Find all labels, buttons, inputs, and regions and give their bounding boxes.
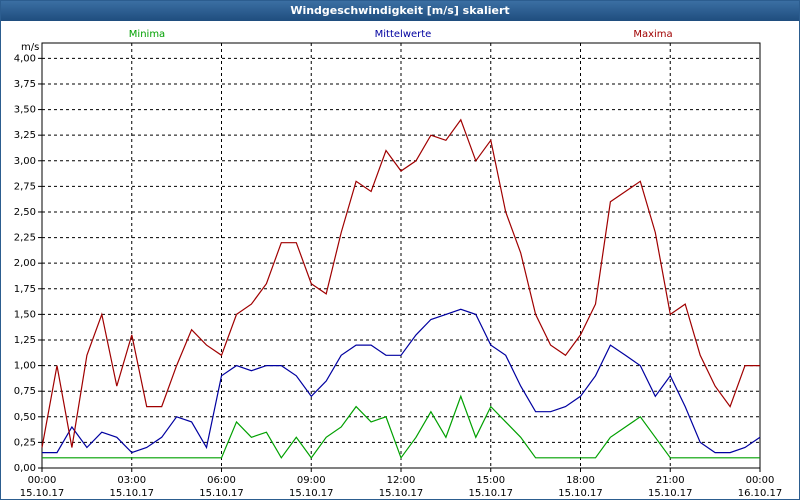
x-axis-ticks: 00:00 15.10.17 03:00 15.10.17 06:00 15.10.17 0… — [20, 468, 783, 499]
legend: Minima Mittelwerte Maxima — [129, 29, 673, 40]
x-tick-date-label: 15.10.17 — [289, 488, 334, 499]
y-axis-label: m/s — [21, 42, 39, 53]
y-tick-label: 3,25 — [14, 130, 36, 141]
y-tick-label: 3,50 — [14, 105, 36, 116]
y-tick-label: 3,00 — [14, 156, 36, 167]
x-tick-date-label: 15.10.17 — [379, 488, 424, 499]
x-tick-time-label: 18:00 — [566, 475, 595, 486]
wind-speed-chart: 0,00 0,25 0,50 0,75 1,00 1,25 1,50 1,75 2,00 2,25… — [14, 29, 783, 499]
y-tick-label: 2,75 — [14, 181, 36, 192]
x-tick-date-label: 15.10.17 — [109, 488, 154, 499]
x-tick-date-label: 15.10.17 — [648, 488, 693, 499]
series-line-mittelwerte — [42, 308, 761, 454]
x-tick-time-label: 12:00 — [387, 475, 416, 486]
chart-title: Windgeschwindigkeit [m/s] skaliert — [290, 4, 510, 17]
x-tick-time-label: 06:00 — [207, 475, 236, 486]
x-tick-time-label: 00:00 — [28, 475, 57, 486]
x-tick-time-label: 09:00 — [297, 475, 326, 486]
x-tick-time-label: 21:00 — [656, 475, 685, 486]
series-line-minima — [42, 394, 760, 460]
x-tick-date-label: 15.10.17 — [20, 488, 65, 499]
x-tick-time-label: 00:00 — [746, 475, 775, 486]
x-tick-time-label: 15:00 — [476, 475, 505, 486]
x-tick-date-label: 15.10.17 — [468, 488, 513, 499]
y-tick-label: 1,00 — [14, 361, 36, 372]
y-tick-label: 1,75 — [14, 284, 36, 295]
legend-entry-minima: Minima — [129, 29, 165, 40]
y-tick-label: 0,75 — [14, 386, 36, 397]
y-tick-label: 2,25 — [14, 233, 36, 244]
series-line-maxima — [41, 118, 760, 448]
y-tick-label: 0,00 — [14, 463, 36, 474]
y-tick-label: 3,75 — [14, 79, 36, 90]
x-tick-time-label: 03:00 — [117, 475, 146, 486]
x-tick-date-label: 16.10.17 — [738, 488, 783, 499]
x-tick-date-label: 15.10.17 — [199, 488, 244, 499]
y-tick-label: 0,50 — [14, 412, 36, 423]
y-tick-label: 2,50 — [14, 207, 36, 218]
series-lines — [41, 118, 761, 460]
y-tick-label: 0,25 — [14, 437, 36, 448]
title-bar: Windgeschwindigkeit [m/s] skaliert — [1, 1, 799, 21]
y-tick-label: 1,25 — [14, 335, 36, 346]
legend-entry-maxima: Maxima — [633, 29, 672, 40]
legend-entry-mittelwerte: Mittelwerte — [375, 29, 432, 40]
y-tick-label: 4,00 — [14, 53, 36, 64]
y-tick-label: 1,50 — [14, 309, 36, 320]
x-tick-date-label: 15.10.17 — [558, 488, 603, 499]
y-axis-ticks: 0,00 0,25 0,50 0,75 1,00 1,25 1,50 1,75 2,00 2,25… — [14, 53, 42, 474]
y-tick-label: 2,00 — [14, 258, 36, 269]
